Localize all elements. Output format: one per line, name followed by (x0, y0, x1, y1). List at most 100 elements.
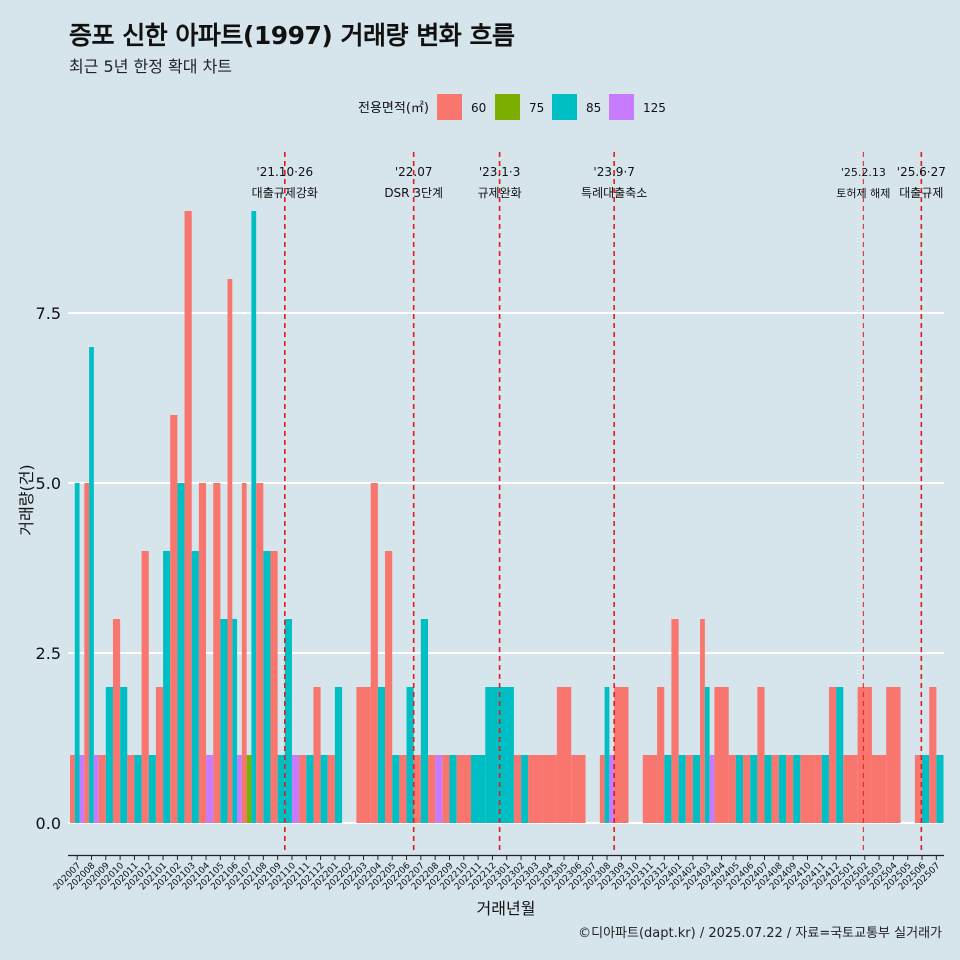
bar-85-202205 (392, 755, 400, 823)
bar-85-202110 (284, 619, 292, 823)
bar-60-202009 (98, 755, 106, 823)
bar-125-202008 (93, 755, 99, 823)
bar-60-202011 (127, 755, 135, 823)
bar-85-202206 (406, 687, 414, 823)
bar-60-202411 (814, 755, 822, 823)
bar-125-202007 (79, 755, 85, 823)
legend-label-85: 85 (586, 101, 601, 115)
bar-85-202012 (148, 755, 156, 823)
bar-60-202208 (428, 755, 436, 823)
bar-60-202107 (241, 483, 247, 823)
bar-60-202311 (642, 755, 658, 823)
bar-85-202109 (277, 755, 285, 823)
legend-swatch-85 (552, 94, 577, 120)
bar-60-202402 (685, 755, 693, 823)
bar-85-202506 (922, 755, 930, 823)
bar-75-202107 (246, 755, 252, 823)
event-date-label: '23.1·3 (479, 165, 520, 179)
event-date-label: '25.6·27 (897, 165, 946, 179)
bar-60-202008 (84, 483, 90, 823)
y-tick-label: 7.5 (36, 304, 61, 323)
bar-85-202103 (191, 551, 199, 823)
bar-60-202309 (614, 687, 629, 823)
event-desc-label: 대출규제강화 (252, 186, 318, 200)
bar-85-202107 (251, 211, 257, 823)
bar-85-202111 (306, 755, 314, 823)
bar-85-202507 (936, 755, 944, 823)
bar-85-202308 (604, 687, 610, 823)
bar-60-202504 (886, 687, 901, 823)
event-desc-label: 특례대출축소 (581, 186, 647, 200)
bar-85-202209 (449, 755, 457, 823)
bar-60-202503 (871, 755, 887, 823)
bar-125-202110 (291, 755, 300, 823)
bar-60-202312 (657, 687, 665, 823)
bar-60-202507 (929, 687, 937, 823)
legend-swatch-125 (609, 94, 634, 120)
bar-60-202102 (170, 415, 178, 823)
bar-85-202301 (499, 687, 514, 823)
bar-60-202308 (599, 755, 605, 823)
bar-60-202404 (714, 687, 729, 823)
bar-60-202105 (213, 483, 221, 823)
bar-60-202410 (800, 755, 815, 823)
bar-60-202502 (857, 687, 872, 823)
chart-title: 증포 신한 아파트(1997) 거래량 변화 흐름 (69, 21, 515, 50)
event-desc-label: DSR 3단계 (384, 186, 443, 200)
bar-85-202406 (750, 755, 758, 823)
bar-85-202408 (778, 755, 786, 823)
bar-60-202305 (556, 687, 572, 823)
bar-125-202208 (435, 755, 443, 823)
y-tick-label: 0.0 (36, 814, 61, 833)
bar-85-202106 (232, 619, 238, 823)
bar-85-202007 (74, 483, 80, 823)
bar-60-202012 (141, 551, 149, 823)
bar-85-202312 (664, 755, 672, 823)
x-axis-title: 거래년월 (477, 899, 536, 918)
bar-85-202211 (470, 755, 486, 823)
legend-label-60: 60 (471, 101, 486, 115)
bar-60-202403 (700, 619, 705, 823)
bar-85-202101 (163, 551, 171, 823)
bar-85-202401 (678, 755, 686, 823)
bar-85-202102 (177, 483, 185, 823)
y-axis-title: 거래량(건) (17, 464, 36, 535)
event-date-label: '25.2.13 (841, 166, 886, 179)
event-desc-label: 대출규제 (899, 186, 943, 200)
bar-60-202501 (843, 755, 858, 823)
bar-85-202411 (821, 755, 829, 823)
bar-85-202011 (134, 755, 142, 823)
bar-60-202204 (370, 483, 378, 823)
bar-85-202105 (220, 619, 228, 823)
bar-60-202408 (771, 755, 779, 823)
bar-60-202409 (786, 755, 794, 823)
bar-85-202405 (735, 755, 744, 823)
chart-subtitle: 최근 5년 한정 확대 차트 (69, 57, 233, 76)
bar-60-202303 (528, 755, 543, 823)
bar-60-202112 (313, 687, 321, 823)
bar-60-202302 (513, 755, 522, 823)
y-tick-label: 2.5 (36, 644, 61, 663)
bar-60-202201 (327, 755, 335, 823)
bar-60-202406 (743, 755, 751, 823)
bar-60-202210 (456, 755, 471, 823)
bar-125-202403 (709, 755, 715, 823)
bar-60-202106 (227, 279, 233, 823)
bar-60-202109 (270, 551, 278, 823)
bar-60-202103 (184, 211, 192, 823)
bar-85-202108 (263, 551, 271, 823)
bar-60-202206 (399, 755, 407, 823)
bar-85-202207 (420, 619, 428, 823)
bar-60-202407 (757, 687, 765, 823)
bar-85-202204 (377, 687, 386, 823)
bar-85-202010 (120, 687, 128, 823)
legend-label-75: 75 (529, 101, 544, 115)
bar-125-202308 (609, 755, 615, 823)
bar-85-202403 (704, 687, 710, 823)
bar-60-202104 (198, 483, 207, 823)
bar-60-202007 (70, 755, 75, 823)
bar-60-202506 (914, 755, 923, 823)
bar-60-202306 (571, 755, 586, 823)
